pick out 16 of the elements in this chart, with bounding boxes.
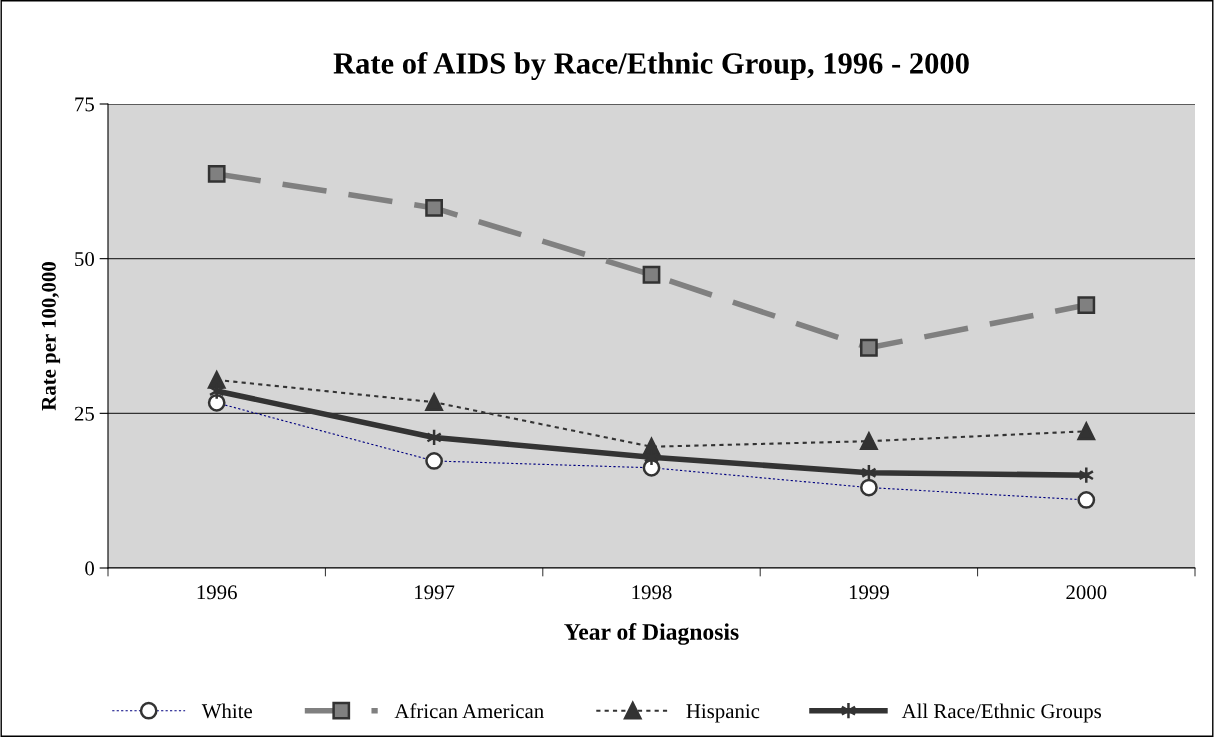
legend-label: African American (394, 703, 544, 719)
x-axis-title: Year of Diagnosis (564, 623, 739, 645)
y-tick-label: 25 (74, 406, 94, 421)
chart-title: Rate of AIDS by Race/Ethnic Group, 1996 - 2000 (333, 51, 969, 81)
x-tick-label: 1998 (632, 585, 672, 600)
legend-label: White (201, 703, 252, 719)
y-tick-label: 50 (75, 252, 95, 267)
y-tick-label: 0 (85, 561, 95, 576)
x-tick-label: 1999 (849, 585, 889, 600)
y-axis-title: Rate per 100,000 (41, 262, 61, 411)
y-tick-label: 75 (75, 97, 94, 112)
x-tick-label: 1997 (415, 585, 455, 600)
x-tick-label: 2000 (1066, 585, 1107, 600)
legend-label: All Race/Ethnic Groups (901, 703, 1102, 723)
x-tick-label: 1996 (197, 585, 237, 600)
legend-label: Hispanic (686, 704, 760, 723)
